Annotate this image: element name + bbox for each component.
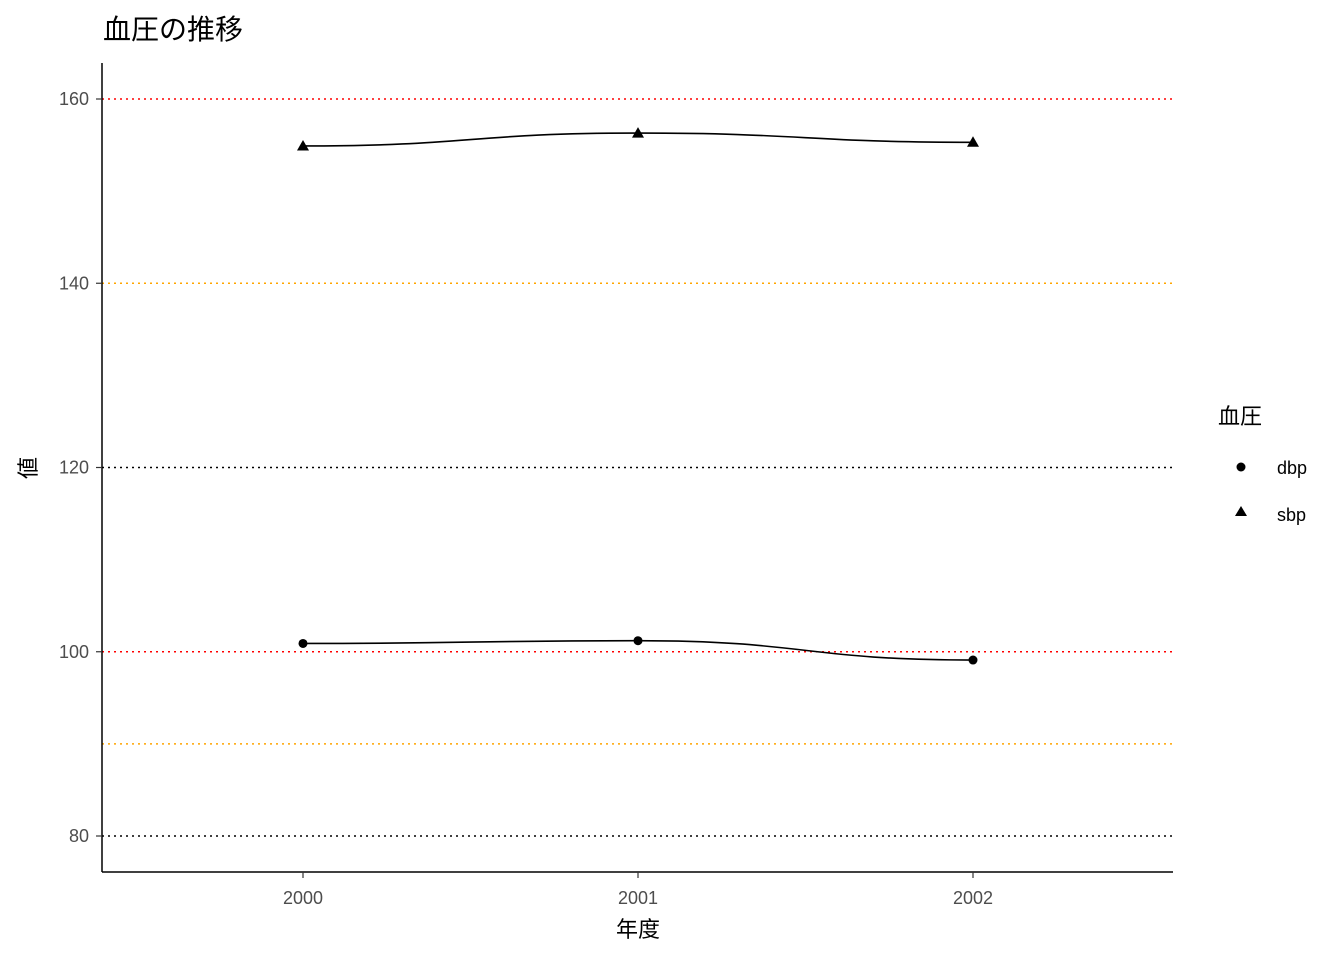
point-sbp-2001	[632, 127, 644, 138]
point-dbp-2001	[633, 636, 643, 646]
point-dbp-2000	[298, 638, 308, 648]
point-sbp-2000	[297, 139, 309, 151]
x-tick-label: 2000	[283, 888, 323, 908]
x-tick-label: 2001	[618, 888, 658, 908]
series-points	[297, 127, 979, 665]
series-lines	[302, 132, 974, 661]
point-sbp-2002	[967, 136, 979, 147]
y-tick-label: 80	[69, 826, 89, 846]
x-axis-ticks: 2000 2001 2002	[283, 872, 993, 908]
x-axis-title: 年度	[616, 918, 660, 943]
legend-title: 血圧	[1218, 405, 1262, 430]
x-tick-label: 2002	[953, 888, 993, 908]
y-axis-title: 値	[17, 457, 42, 479]
reference-lines	[102, 98, 1173, 837]
point-dbp-2002	[968, 655, 978, 665]
y-tick-label: 120	[59, 458, 89, 478]
legend-label-sbp: sbp	[1277, 505, 1306, 525]
y-tick-label: 140	[59, 273, 89, 293]
y-axis-ticks: 80 100 120 140 160	[59, 89, 102, 846]
legend-key-dbp	[1236, 462, 1246, 472]
legend-key-sbp	[1235, 506, 1247, 516]
y-tick-label: 100	[59, 642, 89, 662]
chart-title: 血圧の推移	[103, 13, 243, 46]
legend: 血圧 dbp sbp	[1218, 405, 1307, 525]
y-tick-label: 160	[59, 89, 89, 109]
legend-label-dbp: dbp	[1277, 458, 1307, 478]
